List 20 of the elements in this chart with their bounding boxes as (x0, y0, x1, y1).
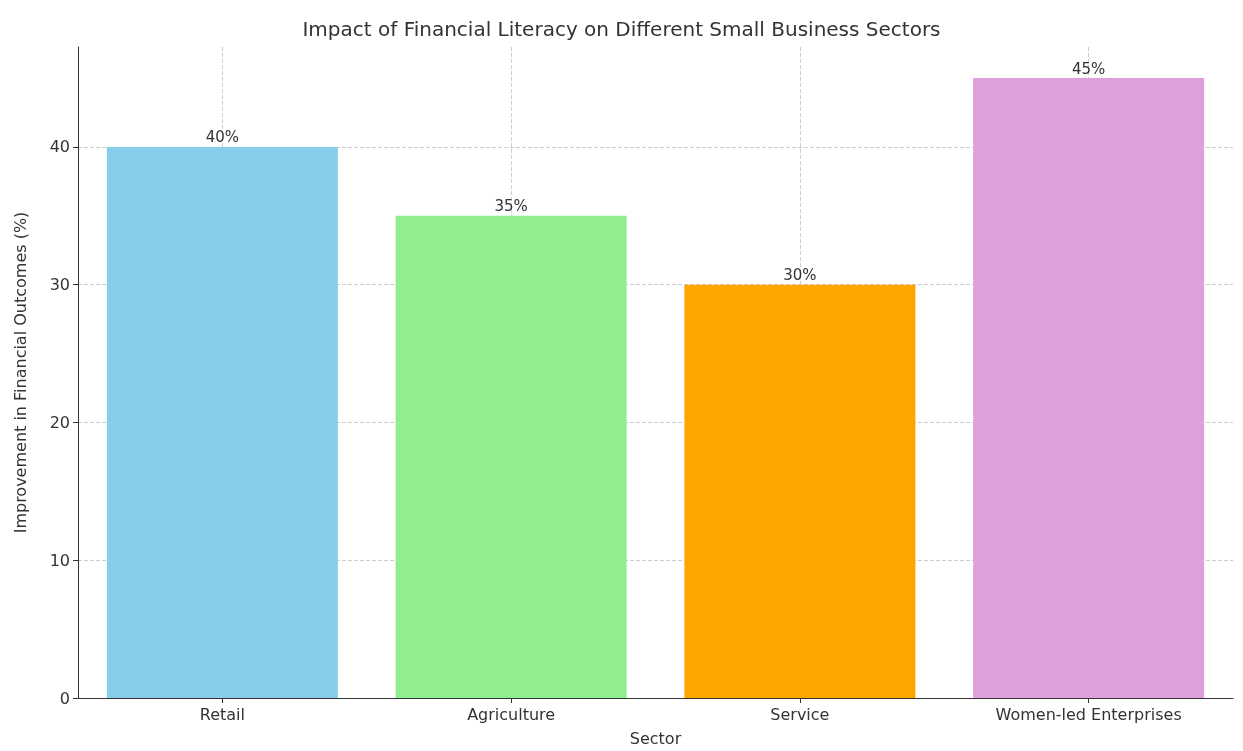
y-tick-label: 0 (59, 688, 70, 708)
bar (395, 215, 627, 698)
data-label: 35% (494, 197, 528, 216)
y-tick-label: 40 (49, 137, 70, 157)
data-label: 30% (783, 266, 817, 285)
bar (684, 284, 916, 698)
y-axis-title: Improvement in Financial Outcomes (%) (10, 211, 30, 534)
x-tick-label: Agriculture (467, 704, 556, 724)
y-tick-label: 20 (49, 412, 70, 432)
x-axis-title: Sector (629, 728, 682, 748)
x-tick-label: Retail (199, 704, 245, 724)
chart-title: Impact of Financial Literacy on Different Small Business Sectors (302, 17, 941, 41)
bar (973, 78, 1205, 698)
x-tick-label: Women-led Enterprises (995, 704, 1182, 724)
y-tick-label: 10 (49, 550, 70, 570)
data-label: 40% (205, 128, 240, 147)
bar (106, 146, 338, 698)
y-tick-label: 30 (49, 275, 70, 295)
data-label: 45% (1071, 59, 1106, 78)
x-tick-label: Service (770, 704, 830, 724)
